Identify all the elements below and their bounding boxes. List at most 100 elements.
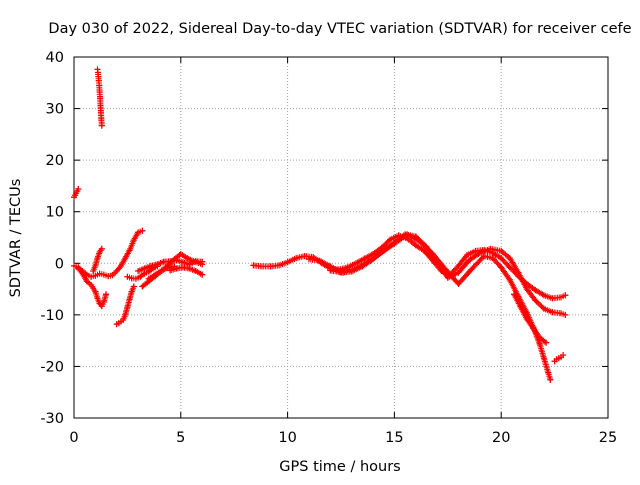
data-point: [75, 265, 82, 272]
data-point: [498, 247, 505, 254]
x-tick-label: 20: [492, 430, 510, 446]
y-tick-label: 20: [46, 153, 64, 169]
data-point: [250, 262, 257, 269]
data-point: [293, 255, 300, 262]
data-point: [98, 303, 105, 310]
data-series-layer: [71, 66, 569, 383]
data-point: [92, 262, 99, 269]
data-point: [498, 264, 505, 271]
x-tick-label: 10: [278, 430, 296, 446]
data-point: [135, 268, 142, 275]
data-point: [97, 109, 104, 116]
data-point: [412, 242, 419, 249]
data-point: [558, 310, 565, 317]
data-point: [455, 280, 462, 287]
data-point: [88, 281, 95, 288]
data-point: [417, 238, 424, 245]
data-point: [75, 186, 82, 193]
data-point: [100, 271, 107, 278]
y-tick-label: 40: [46, 50, 64, 66]
data-point: [139, 227, 146, 234]
data-point: [327, 267, 334, 274]
data-point: [130, 283, 137, 290]
data-point: [92, 272, 99, 279]
data-point: [124, 273, 131, 280]
tick-labels: 0 5 10 15 20 25 -30 -20 -10 0 10 20 30 40: [40, 50, 617, 446]
x-tick-label: 5: [176, 430, 185, 446]
y-tick-label: 10: [46, 205, 64, 221]
data-point: [109, 272, 116, 279]
data-point: [83, 278, 90, 285]
data-point: [284, 259, 291, 266]
data-point: [464, 252, 471, 259]
data-point: [90, 268, 97, 275]
data-point: [455, 262, 462, 269]
data-point: [511, 291, 518, 298]
data-point: [126, 296, 133, 303]
data-point: [530, 325, 537, 332]
data-point: [532, 297, 539, 304]
data-point: [523, 315, 530, 322]
data-series-end-cluster: [551, 352, 567, 365]
data-point: [98, 115, 105, 122]
data-point: [476, 249, 483, 256]
data-point: [160, 258, 167, 265]
data-point: [276, 262, 283, 269]
y-tick-label: 0: [55, 256, 64, 272]
data-point: [124, 304, 131, 311]
data-point: [547, 376, 554, 383]
data-point: [489, 255, 496, 262]
data-point: [352, 265, 359, 272]
data-point: [391, 240, 398, 247]
data-point: [164, 264, 171, 271]
data-point: [79, 270, 86, 277]
data-point: [301, 253, 308, 260]
data-series-track-c: [90, 245, 105, 275]
data-point: [378, 248, 385, 255]
data-point: [506, 255, 513, 262]
data-point: [96, 248, 103, 255]
data-series-track-m: [511, 291, 550, 346]
data-point: [487, 245, 494, 252]
data-point: [558, 294, 565, 301]
y-tick-label: -30: [40, 411, 64, 427]
data-point: [199, 261, 206, 268]
data-series-start-cluster: [71, 186, 82, 201]
data-point: [135, 229, 142, 236]
data-point: [113, 268, 120, 275]
data-point: [122, 311, 129, 318]
data-point: [387, 236, 394, 243]
data-point: [506, 264, 513, 271]
data-point: [145, 268, 152, 275]
data-point: [468, 266, 475, 273]
data-point: [117, 262, 124, 269]
data-point: [549, 309, 556, 316]
data-point: [132, 275, 139, 282]
data-point: [98, 122, 105, 129]
data-point: [171, 256, 178, 263]
data-point: [152, 273, 159, 280]
data-point: [444, 274, 451, 281]
data-point: [498, 255, 505, 262]
data-point: [96, 270, 103, 277]
data-point: [192, 268, 199, 275]
data-point: [562, 292, 569, 299]
data-point: [429, 251, 436, 258]
data-point: [126, 247, 133, 254]
data-point: [71, 262, 77, 269]
data-point: [549, 295, 556, 302]
series-markers: [250, 232, 569, 302]
data-series-track-k: [305, 231, 569, 318]
data-point: [100, 298, 107, 305]
data-point: [515, 269, 522, 276]
data-point: [190, 258, 197, 265]
data-series-track-d: [113, 283, 137, 328]
data-point: [147, 262, 154, 269]
data-point: [92, 288, 99, 295]
data-point: [97, 95, 104, 102]
data-point: [562, 311, 569, 318]
x-tick-label: 25: [599, 430, 617, 446]
data-point: [141, 265, 148, 272]
